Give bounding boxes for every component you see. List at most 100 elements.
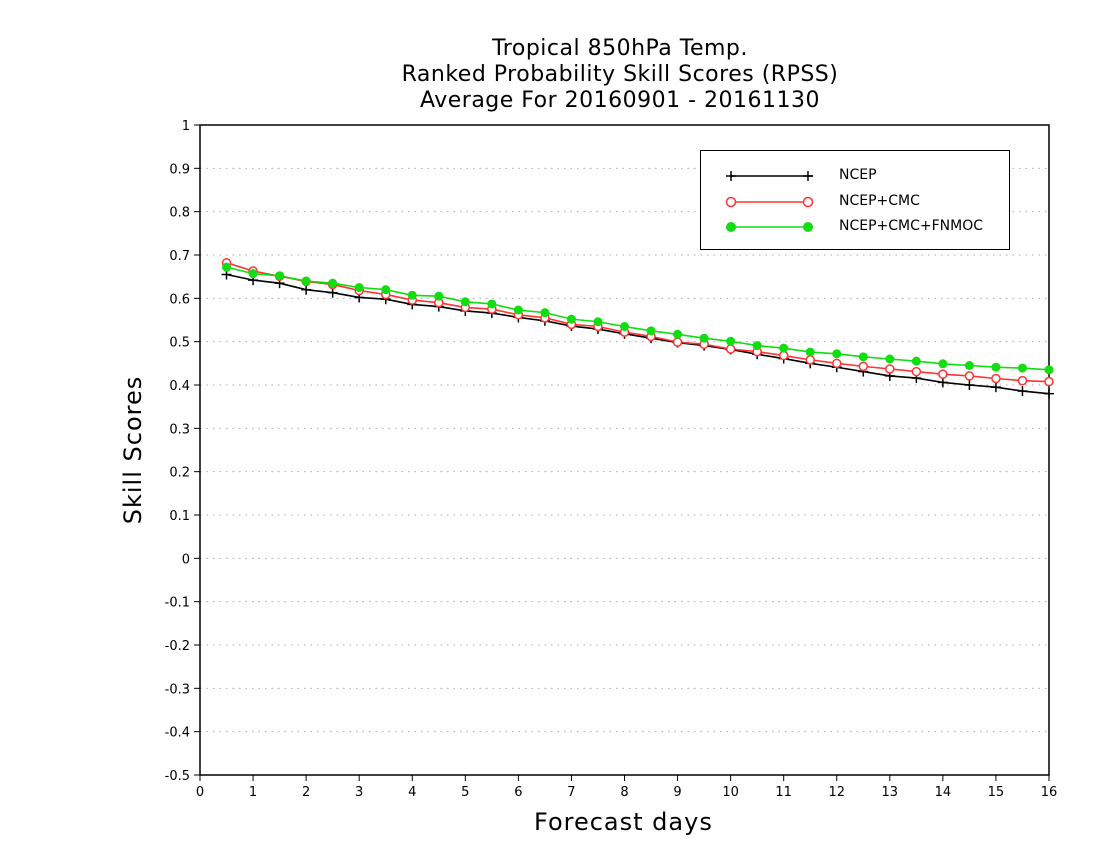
chart-title-line-2: Ranked Probability Skill Scores (RPSS) [401, 62, 839, 87]
x-tick-label: 6 [514, 785, 522, 800]
data-point-ncep-cmc [885, 364, 895, 374]
data-point-ncep-cmc-fnmoc [1044, 365, 1054, 375]
data-point-ncep [1044, 388, 1054, 399]
data-point-ncep-cmc-fnmoc [301, 276, 311, 286]
data-point-ncep-cmc-fnmoc [911, 356, 921, 366]
data-point-ncep-cmc-fnmoc [222, 262, 232, 272]
chart-title-line-1: Tropical 850hPa Temp. [492, 36, 748, 61]
x-tick-label: 1 [249, 785, 257, 800]
legend-label-ncep-cmc: NCEP+CMC [839, 193, 920, 209]
y-tick-label: 0.5 [169, 336, 190, 351]
y-tick-label: 0 [182, 552, 190, 567]
data-point-ncep-cmc-fnmoc [248, 269, 258, 279]
data-point-ncep-cmc-fnmoc [593, 317, 603, 327]
data-point-ncep-cmc-fnmoc [487, 299, 497, 309]
legend-label-ncep: NCEP [839, 167, 877, 183]
data-point-ncep-cmc [725, 344, 736, 354]
data-point-ncep [301, 284, 312, 295]
data-point-ncep-cmc [991, 373, 1001, 384]
y-tick-label: 0.4 [169, 379, 190, 394]
data-point-ncep-cmc [1017, 375, 1028, 386]
data-point-ncep-cmc-fnmoc [328, 278, 338, 288]
data-point-ncep [327, 287, 338, 298]
x-tick-label: 2 [302, 785, 310, 800]
y-tick-label: -0.1 [165, 596, 190, 611]
data-point-ncep-cmc-fnmoc [858, 352, 868, 362]
x-tick-label: 5 [461, 785, 469, 800]
y-tick-label: -0.5 [165, 769, 190, 784]
data-point-ncep-cmc [938, 369, 948, 379]
x-tick-label: 9 [673, 785, 681, 800]
data-point-ncep-cmc [911, 366, 922, 377]
data-point-ncep-cmc-fnmoc [646, 326, 656, 336]
series-line-ncep-cmc [226, 262, 1050, 383]
plot-frame [199, 124, 1050, 776]
data-point-ncep-cmc-fnmoc [805, 347, 815, 357]
data-point-ncep-cmc-fnmoc [381, 285, 391, 295]
legend: NCEP NCEP+CMC NCEP+CMC+FNMOC [700, 150, 1010, 250]
y-tick-label: 0.8 [169, 206, 190, 221]
data-point-ncep-cmc-fnmoc [513, 305, 523, 315]
data-point-ncep-cmc-fnmoc [354, 283, 364, 292]
x-tick-label: 11 [775, 785, 792, 800]
y-tick-label: 0.7 [169, 249, 190, 264]
data-point-ncep-cmc-fnmoc [991, 362, 1001, 372]
x-tick-label: 8 [620, 785, 628, 800]
data-point-ncep [937, 377, 948, 388]
data-point-ncep-cmc-fnmoc [752, 341, 762, 351]
data-point-ncep-cmc [1044, 376, 1054, 387]
x-tick-label: 15 [988, 785, 1005, 800]
legend-label-ncep-cmc-fnmoc: NCEP+CMC+FNMOC [839, 218, 984, 234]
data-point-ncep-cmc-fnmoc [1017, 363, 1027, 373]
y-tick-label: -0.4 [165, 726, 190, 741]
data-point-ncep-cmc-fnmoc [779, 343, 789, 353]
x-tick-label: 7 [567, 785, 575, 800]
y-tick-label: -0.2 [165, 639, 190, 654]
data-point-ncep [1017, 386, 1028, 397]
y-tick-label: 1 [182, 119, 190, 134]
x-tick-label: 12 [828, 785, 845, 800]
data-point-ncep-cmc-fnmoc [434, 291, 444, 301]
data-point-ncep-cmc [964, 371, 975, 381]
x-tick-label: 14 [935, 785, 952, 800]
data-point-ncep-cmc-fnmoc [832, 349, 842, 359]
data-point-ncep-cmc [858, 361, 869, 372]
legend-swatch-ncep [726, 171, 813, 181]
x-tick-label: 3 [355, 785, 363, 800]
legend-swatch-ncep-cmc [725, 196, 814, 208]
y-axis-title: Skill Scores [119, 375, 147, 525]
y-tick-label: 0.1 [169, 509, 190, 524]
data-point-ncep-cmc-fnmoc [673, 329, 683, 339]
data-point-ncep-cmc [805, 355, 815, 365]
x-tick-label: 0 [196, 785, 204, 800]
data-point-ncep-cmc-fnmoc [540, 308, 550, 318]
y-tick-label: 0.9 [169, 162, 190, 177]
x-tick-label: 16 [1041, 785, 1058, 800]
data-point-ncep-cmc-fnmoc [620, 322, 629, 331]
data-point-ncep [964, 380, 975, 390]
x-tick-label: 10 [722, 785, 739, 800]
data-point-ncep-cmc-fnmoc [460, 297, 470, 307]
y-tick-label: 0.3 [169, 422, 190, 437]
y-tick-label: -0.3 [165, 682, 190, 697]
x-tick-label: 4 [408, 785, 416, 800]
data-point-ncep-cmc-fnmoc [699, 333, 709, 343]
data-point-ncep [990, 382, 1001, 393]
y-tick-label: 0.2 [169, 466, 190, 481]
x-axis-title: Forecast days [534, 808, 713, 836]
legend-swatch-ncep-cmc-fnmoc [726, 222, 813, 232]
data-point-ncep-cmc-fnmoc [275, 271, 285, 281]
data-point-ncep-cmc [778, 350, 789, 361]
x-tick-label: 13 [882, 785, 899, 800]
series-line-ncep-cmc-fnmoc [226, 266, 1050, 371]
data-point-ncep-cmc-fnmoc [566, 314, 576, 324]
data-point-ncep-cmc [672, 337, 683, 347]
legend-swatches [725, 171, 814, 232]
y-tick-label: 0.6 [169, 292, 190, 307]
data-point-ncep-cmc-fnmoc [407, 290, 417, 300]
data-point-ncep-cmc-fnmoc [885, 354, 895, 364]
data-point-ncep-cmc-fnmoc [938, 359, 948, 369]
data-point-ncep-cmc-fnmoc [964, 361, 974, 370]
chart-title-line-3: Average For 20160901 - 20161130 [419, 88, 821, 113]
